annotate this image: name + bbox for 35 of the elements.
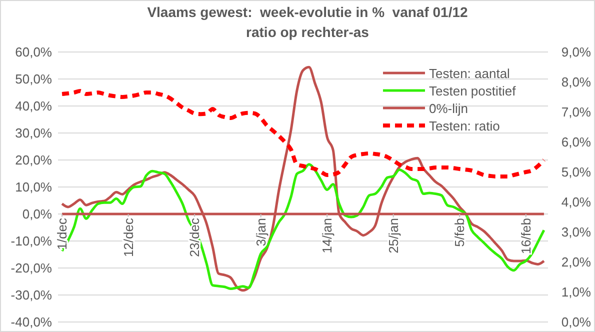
x-tick-label: 12/dec xyxy=(120,218,136,258)
x-tick-label: 23/dec xyxy=(187,218,202,258)
y-tick-label: -40,0% xyxy=(10,314,52,330)
y2-tick-label: 4,0% xyxy=(561,194,592,210)
y-tick-label: 50,0% xyxy=(15,72,52,86)
y2-tick-label: 5,0% xyxy=(561,164,592,180)
y2-tick-label: 0,0% xyxy=(561,314,592,330)
chart-title: Vlaams gewest: week-evolutie in % vanaf 01/12 xyxy=(147,4,468,20)
legend-label: Testen: ratio xyxy=(429,118,500,134)
y2-tick-label: 7,0% xyxy=(561,104,592,120)
x-tick-label: 14/jan xyxy=(320,218,335,254)
y-tick-label: -30,0% xyxy=(10,288,52,302)
y2-tick-label: 8,0% xyxy=(561,74,592,90)
x-tick-label: 3/jan xyxy=(253,218,268,246)
x-tick-label: 1/dec xyxy=(54,218,70,250)
y2-tick-label: 6,0% xyxy=(561,134,592,150)
y-tick-label: -10,0% xyxy=(10,234,52,248)
y-tick-label: 20,0% xyxy=(15,152,52,168)
y2-tick-label: 2,0% xyxy=(561,254,592,270)
y2-tick-label: 3,0% xyxy=(561,224,592,240)
y-tick-label: 60,0% xyxy=(15,44,52,60)
y-tick-label: 40,0% xyxy=(15,98,52,114)
x-tick-label: 5/feb xyxy=(452,218,468,247)
y-tick-label: 10,0% xyxy=(15,180,52,194)
x-tick-label: 25/jan xyxy=(386,218,401,254)
legend-label: 0%-lijn xyxy=(429,101,468,116)
y-tick-label: -20,0% xyxy=(10,260,52,276)
legend-label: Testen: aantal xyxy=(429,66,510,81)
x-tick-label: 16/feb xyxy=(518,218,534,254)
y-tick-label: 30,0% xyxy=(15,126,52,140)
legend-label: Testen postitief xyxy=(429,84,516,98)
chart-subtitle: ratio op rechter-as xyxy=(246,24,370,40)
y-tick-label: 0,0% xyxy=(22,206,52,222)
y2-tick-label: 1,0% xyxy=(561,284,592,300)
y2-tick-label: 9,0% xyxy=(561,44,592,60)
